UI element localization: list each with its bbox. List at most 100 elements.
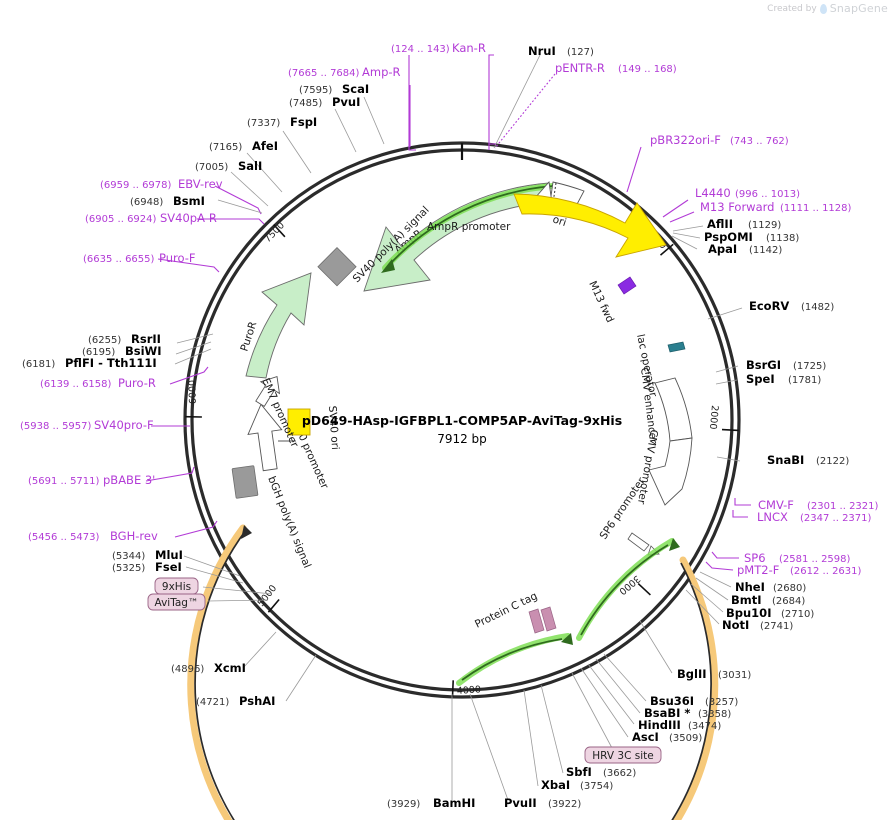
enzyme-label-xbai: XbaI (3754) bbox=[541, 778, 613, 792]
watermark-prefix: Created by bbox=[767, 3, 817, 14]
primer-label-puro-f: (6635 .. 6655) Puro-F bbox=[83, 251, 196, 265]
enzyme-label-xcmi: (4896) XcmI bbox=[171, 661, 246, 675]
svg-text:(1725): (1725) bbox=[793, 361, 826, 372]
enzyme-label-bmti: BmtI (2684) bbox=[731, 593, 805, 607]
enzyme-label-pflfi-tth111i: (6181) PflFI - Tth111I bbox=[22, 356, 157, 370]
svg-text:AflII: AflII bbox=[707, 217, 733, 231]
primer-label-m13-forward: M13 Forward (1111 .. 1128) bbox=[700, 200, 852, 214]
enzyme-label-bglii: BglII (3031) bbox=[677, 667, 751, 681]
feature-label-bgh-polya: bGH poly(A) signal bbox=[265, 475, 313, 570]
feature-ori: ori bbox=[513, 193, 667, 258]
tag-badges: 9xHis AviTag™ HRV 3C site bbox=[147, 577, 662, 764]
svg-text:pBR322ori-F: pBR322ori-F bbox=[650, 133, 721, 147]
svg-text:(1138): (1138) bbox=[766, 233, 799, 244]
enzyme-label-hindiii: HindIII (3474) bbox=[638, 718, 721, 732]
svg-text:AscI: AscI bbox=[632, 730, 659, 744]
feature-label-sv40-ori: SV40 ori bbox=[326, 405, 341, 450]
svg-text:(5456 .. 5473): (5456 .. 5473) bbox=[28, 532, 100, 543]
svg-text:(7595): (7595) bbox=[299, 85, 332, 96]
svg-text:PflFI - Tth111I: PflFI - Tth111I bbox=[65, 356, 157, 370]
svg-text:AfeI: AfeI bbox=[252, 139, 278, 153]
svg-text:SnaBI: SnaBI bbox=[767, 453, 804, 467]
orf-arrow-insert-lower bbox=[456, 633, 573, 686]
svg-text:EBV-rev: EBV-rev bbox=[178, 177, 223, 191]
snapgene-watermark: Created by SnapGene bbox=[767, 2, 888, 15]
svg-text:pBABE 3': pBABE 3' bbox=[103, 473, 155, 487]
feature-bgh-polya: bGH poly(A) signal bbox=[231, 465, 313, 570]
feature-sv40-ori: SV40 ori bbox=[287, 405, 341, 450]
svg-text:HindIII: HindIII bbox=[638, 718, 681, 732]
svg-text:SP6: SP6 bbox=[744, 551, 766, 565]
svg-text:BsaBI *: BsaBI * bbox=[644, 706, 690, 720]
enzyme-label-pspomi: PspOMI (1138) bbox=[704, 230, 799, 244]
ruler-label-2000: 2000 bbox=[707, 405, 720, 430]
enzyme-label-spei: SpeI (1781) bbox=[746, 372, 821, 386]
svg-text:(1129): (1129) bbox=[748, 220, 781, 231]
feature-protein-c-tag: Protein C tag bbox=[473, 590, 557, 634]
enzyme-label-afei: (7165) AfeI bbox=[209, 139, 278, 153]
enzyme-label-asci: AscI (3509) bbox=[632, 730, 702, 744]
svg-text:PspOMI: PspOMI bbox=[704, 230, 753, 244]
svg-text:Kan-R: Kan-R bbox=[452, 41, 486, 55]
snapgene-drop-icon bbox=[819, 3, 827, 14]
svg-text:SV40pA-R: SV40pA-R bbox=[160, 211, 217, 225]
enzyme-label-nhei: NheI (2680) bbox=[735, 580, 806, 594]
svg-text:(2684): (2684) bbox=[772, 596, 805, 607]
primer-label-l4440: L4440 (996 .. 1013) bbox=[695, 186, 800, 200]
primer-label-puro-r: (6139 .. 6158) Puro-R bbox=[40, 376, 156, 390]
svg-text:CMV-F: CMV-F bbox=[758, 498, 794, 512]
enzyme-label-scai: (7595) ScaI bbox=[299, 82, 369, 96]
primer-labels: (124 .. 143) Kan-R pENTR-R (149 .. 168) pB… bbox=[20, 41, 879, 577]
svg-text:(4721): (4721) bbox=[196, 697, 229, 708]
enzyme-label-bpu10i: Bpu10I (2710) bbox=[726, 606, 814, 620]
svg-text:(6255): (6255) bbox=[88, 335, 121, 346]
svg-text:(6181): (6181) bbox=[22, 359, 55, 370]
feature-puror: PuroR bbox=[238, 272, 312, 379]
svg-text:ScaI: ScaI bbox=[342, 82, 369, 96]
svg-text:(7665 .. 7684): (7665 .. 7684) bbox=[288, 68, 360, 79]
tag-badge-9xhis: 9xHis bbox=[154, 577, 199, 595]
svg-text:(2612 .. 2631): (2612 .. 2631) bbox=[790, 566, 862, 577]
primer-label-sp6: SP6 (2581 .. 2598) bbox=[744, 551, 851, 565]
tick-2000: 2000 bbox=[707, 405, 739, 432]
svg-text:(3474): (3474) bbox=[688, 721, 721, 732]
svg-text:BglII: BglII bbox=[677, 667, 707, 681]
orf-arrow-ampr bbox=[381, 183, 556, 273]
watermark-brand: SnapGene bbox=[829, 2, 888, 15]
primer-label-sv40pro-f: (5938 .. 5957) SV40pro-F bbox=[20, 418, 154, 432]
feature-m13-fwd: M13 fwd bbox=[586, 276, 637, 325]
primer-label-cmv-f: CMV-F (2301 .. 2321) bbox=[758, 498, 879, 512]
enzyme-label-pvui: (7485) PvuI bbox=[289, 95, 360, 109]
svg-text:BsmI: BsmI bbox=[173, 194, 205, 208]
svg-text:BsiWI: BsiWI bbox=[125, 344, 162, 358]
svg-text:(3929): (3929) bbox=[387, 799, 420, 810]
svg-text:PshAI: PshAI bbox=[239, 694, 275, 708]
svg-text:(6195): (6195) bbox=[82, 347, 115, 358]
svg-text:XcmI: XcmI bbox=[214, 661, 246, 675]
enzyme-label-fspi: (7337) FspI bbox=[247, 115, 317, 129]
svg-text:(743 .. 762): (743 .. 762) bbox=[730, 136, 789, 147]
svg-text:SV40pro-F: SV40pro-F bbox=[94, 418, 154, 432]
svg-text:(7337): (7337) bbox=[247, 118, 280, 129]
enzyme-label-pshai: (4721) PshAI bbox=[196, 694, 275, 708]
svg-text:AviTag™: AviTag™ bbox=[155, 597, 199, 609]
svg-text:(7005): (7005) bbox=[195, 162, 228, 173]
feature-label-ampr-promoter: AmpR promoter bbox=[427, 221, 511, 233]
svg-text:(2680): (2680) bbox=[773, 583, 806, 594]
svg-text:M13 Forward: M13 Forward bbox=[700, 200, 774, 214]
svg-text:(5344): (5344) bbox=[112, 551, 145, 562]
svg-text:(6905 .. 6924): (6905 .. 6924) bbox=[85, 214, 157, 225]
enzyme-labels: NruI (127) AflII (1129) PspOMI (1138) ApaI (… bbox=[22, 44, 849, 810]
svg-text:BamHI: BamHI bbox=[433, 796, 475, 810]
svg-text:(124 .. 143): (124 .. 143) bbox=[391, 44, 450, 55]
enzyme-label-apai: ApaI (1142) bbox=[708, 242, 782, 256]
svg-text:BGH-rev: BGH-rev bbox=[110, 529, 158, 543]
orf-arrow-main-orange bbox=[187, 524, 719, 820]
svg-text:HRV 3C site: HRV 3C site bbox=[592, 750, 653, 762]
orf-arrow-insert-upper bbox=[576, 538, 680, 641]
feature-label-ori: ori bbox=[551, 213, 568, 229]
leader-lines bbox=[145, 54, 751, 801]
svg-text:(3662): (3662) bbox=[603, 768, 636, 779]
svg-text:(1482): (1482) bbox=[801, 302, 834, 313]
